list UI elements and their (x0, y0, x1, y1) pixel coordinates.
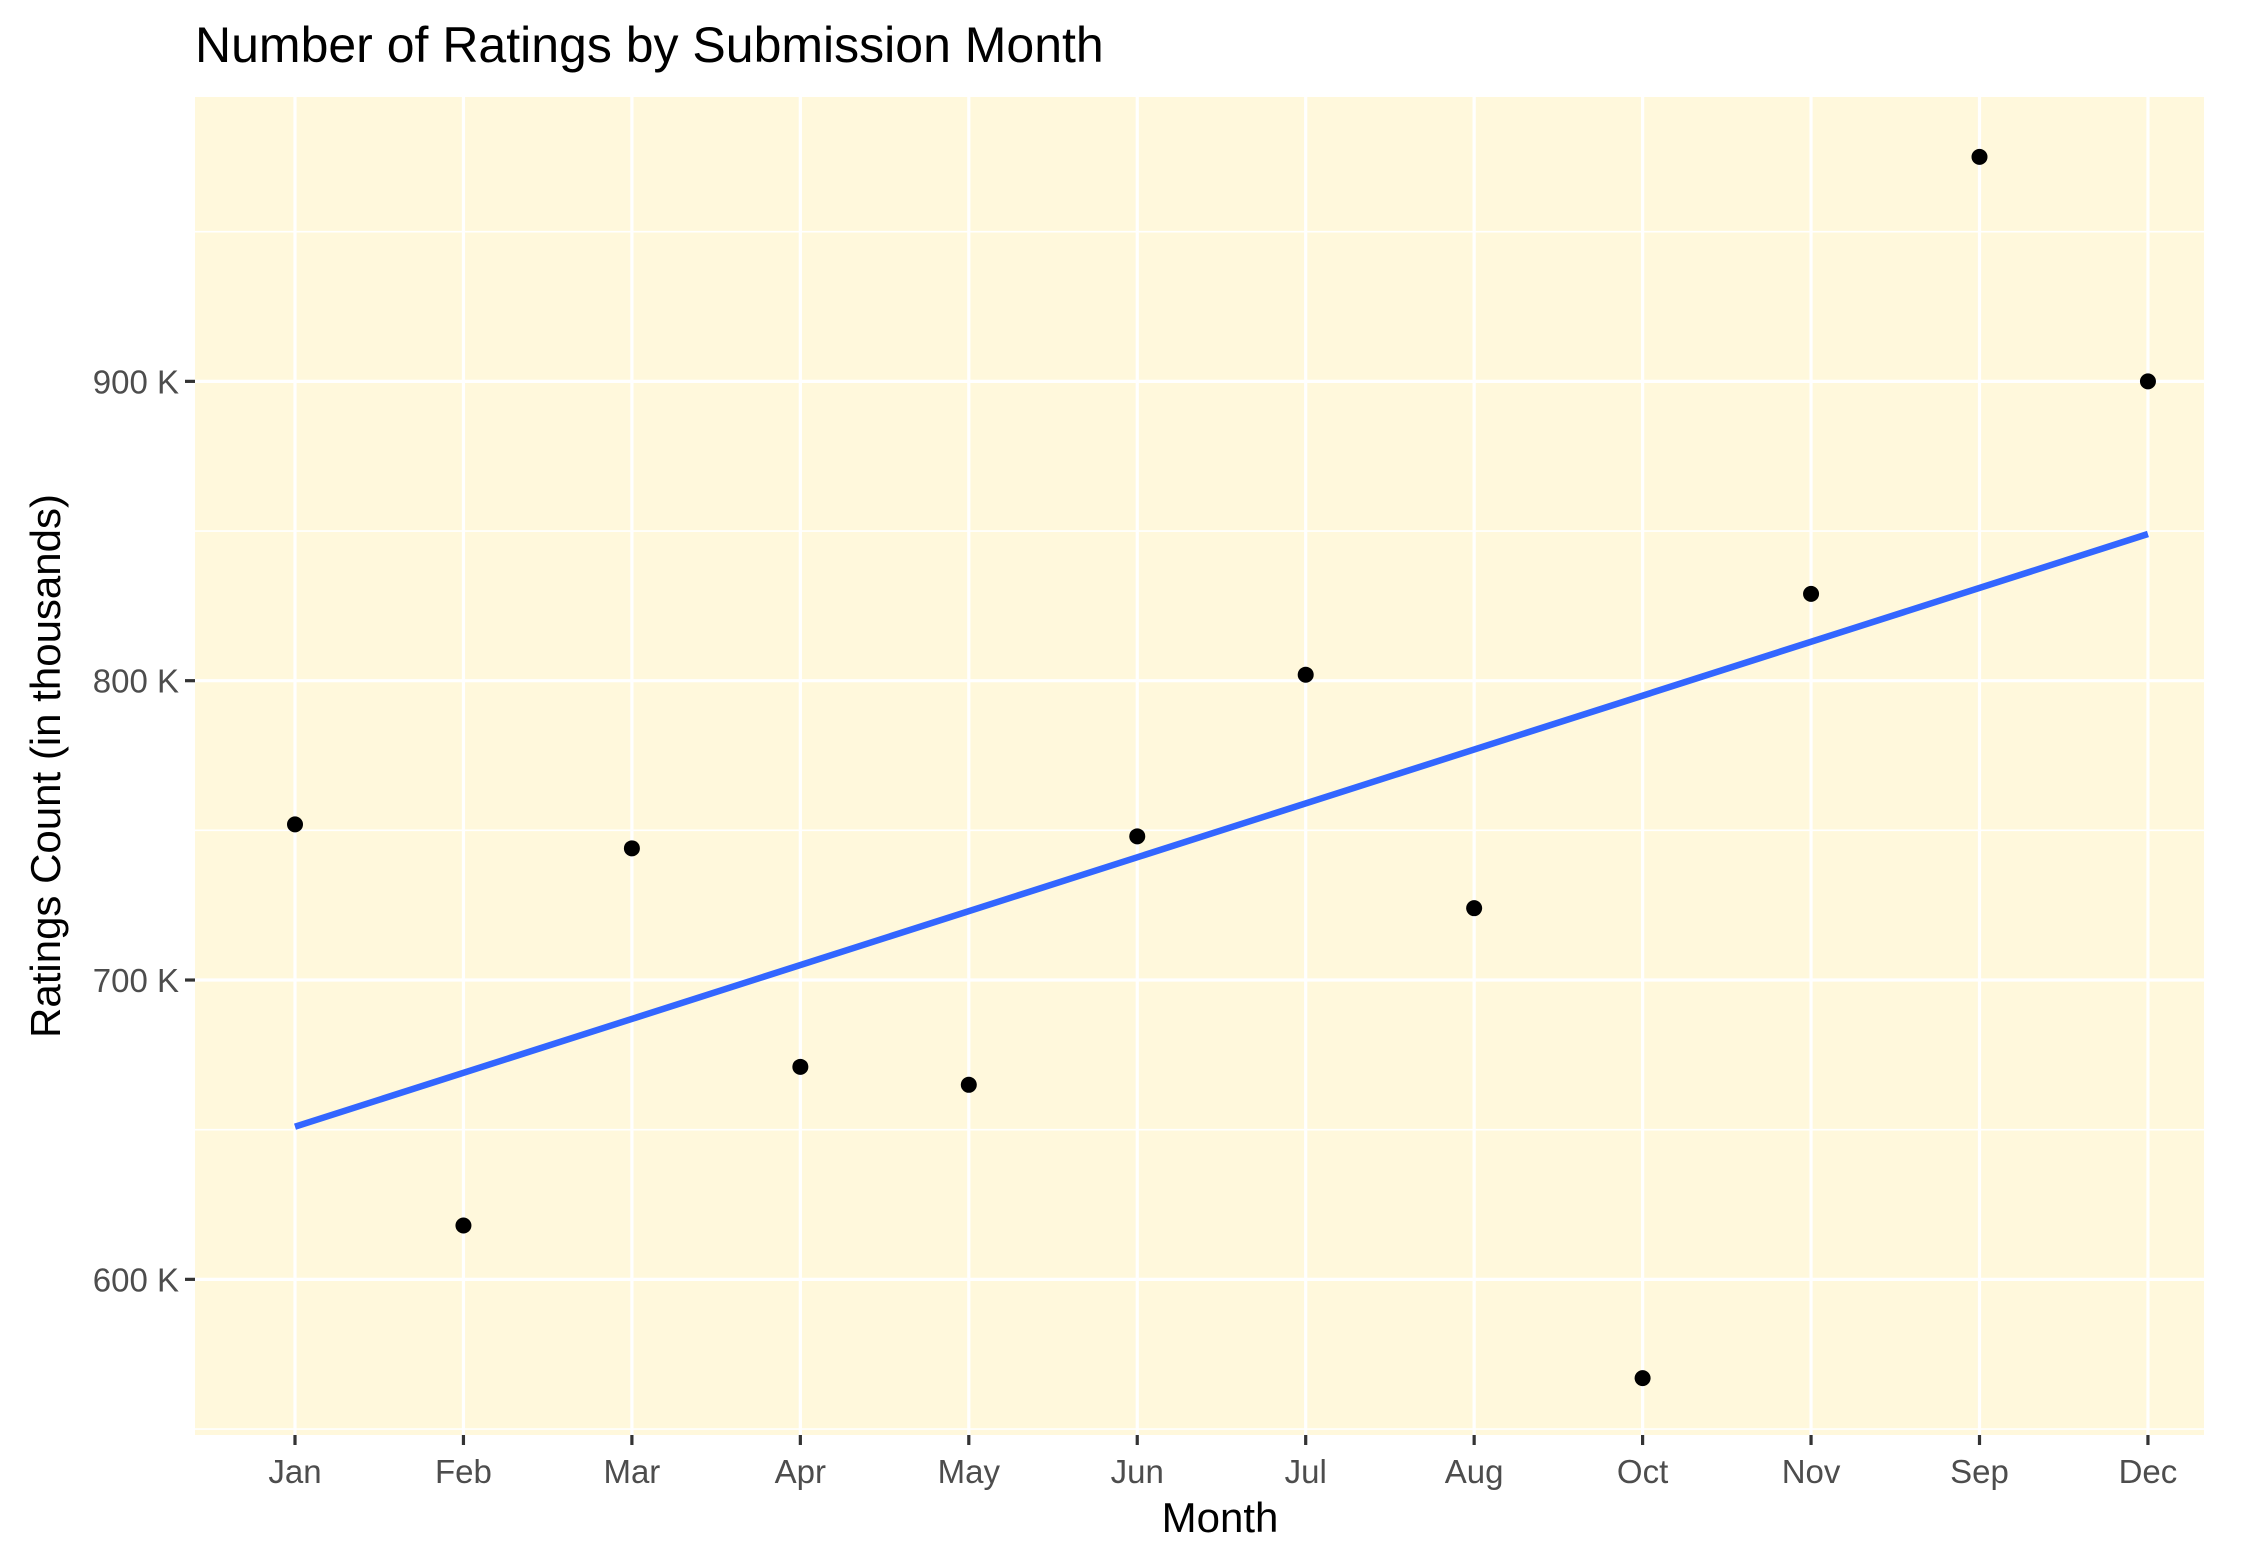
x-tick-label: Mar (603, 1453, 660, 1490)
x-tick-label: Jan (268, 1453, 321, 1490)
x-tick-label: Jul (1285, 1453, 1327, 1490)
x-tick-label: Oct (1617, 1453, 1668, 1490)
data-point-jul (1297, 666, 1314, 683)
y-tick-label: 800 K (93, 663, 179, 700)
data-point-sep (1971, 148, 1988, 165)
major-gridlines (195, 97, 2204, 1435)
x-tick-label: Jun (1111, 1453, 1164, 1490)
y-tick-label: 600 K (93, 1261, 179, 1298)
data-point-aug (1466, 900, 1483, 917)
y-axis-title: Ratings Count (in thousands) (22, 494, 69, 1038)
data-point-apr (792, 1058, 809, 1075)
chart-title: Number of Ratings by Submission Month (195, 17, 1104, 73)
data-point-oct (1634, 1370, 1651, 1387)
x-axis: Jan Feb Mar Apr May Jun Jul Aug Oct Nov Sep Dec (268, 1435, 2177, 1490)
data-point-may (960, 1076, 977, 1093)
data-point-jan (287, 816, 303, 833)
x-tick-label: Aug (1445, 1453, 1504, 1490)
trendline-layer (294, 530, 2149, 1130)
data-point-mar (623, 840, 640, 857)
y-axis: 600 K 700 K 800 K 900 K (93, 363, 195, 1298)
x-tick-label: Sep (1950, 1453, 2009, 1490)
x-tick-label: May (938, 1453, 1001, 1490)
data-points (287, 148, 2156, 1387)
x-axis-title: Month (1162, 1494, 1279, 1541)
data-point-dec (2139, 373, 2156, 390)
minor-gridlines (195, 230, 2204, 1430)
y-tick-label: 700 K (93, 962, 179, 999)
plot-panel (195, 97, 2204, 1435)
trend-line (294, 530, 2149, 1130)
y-tick-label: 900 K (93, 363, 179, 400)
x-tick-label: Nov (1782, 1453, 1841, 1490)
x-tick-label: Feb (435, 1453, 492, 1490)
x-tick-label: Dec (2119, 1453, 2178, 1490)
data-point-feb (455, 1217, 472, 1234)
data-point-jun (1129, 828, 1146, 845)
data-point-nov (1803, 585, 1820, 602)
x-tick-label: Apr (775, 1453, 826, 1490)
